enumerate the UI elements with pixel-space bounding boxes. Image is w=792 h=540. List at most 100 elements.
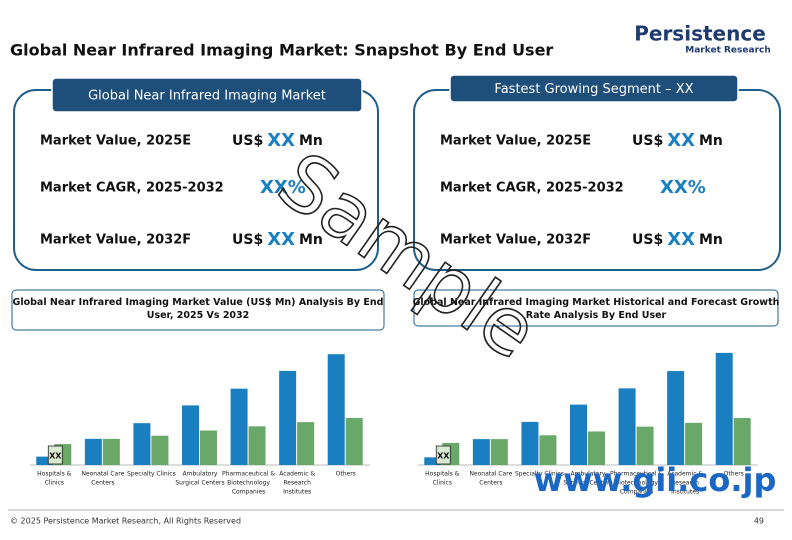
x-tick-label: Others <box>724 471 744 478</box>
page-number: 49 <box>754 517 764 526</box>
x-tick-label: Research <box>283 480 311 487</box>
panel-tab <box>51 77 363 113</box>
row-value: XX% <box>260 177 306 198</box>
value-prefix: US$ <box>632 133 663 149</box>
bar <box>490 439 508 465</box>
x-tick-label: Biotechnology <box>227 480 270 487</box>
row-label: Market Value, 2025E <box>40 134 191 149</box>
value-main: XX% <box>260 177 306 198</box>
bar <box>521 421 539 465</box>
bar <box>588 431 605 465</box>
x-tick-label: Neonatal Care <box>469 471 512 478</box>
value-unit: Mn <box>699 133 723 149</box>
value-main: XX <box>667 130 695 151</box>
panel-title: Fastest Growing Segment – XX <box>494 82 693 97</box>
bar <box>345 417 363 465</box>
bar <box>570 404 587 465</box>
bar <box>84 438 102 465</box>
row-value: US$ XX Mn <box>232 130 323 151</box>
x-tick-label: Surgical Centers <box>563 480 612 487</box>
chart-title: Global Near Infrared Imaging Market Valu… <box>13 297 384 321</box>
copyright: © 2025 Persistence Market Research, All … <box>10 517 241 526</box>
x-tick-label: Companies <box>620 489 653 496</box>
badge-box <box>47 445 63 465</box>
chart-title: Global Near Infrared Imaging Market Hist… <box>413 297 780 321</box>
bar <box>248 426 266 465</box>
bar <box>297 422 315 465</box>
x-tick-label: Pharmaceutical & <box>610 471 663 478</box>
bar <box>182 405 199 465</box>
row-value: US$ XX Mn <box>632 130 723 151</box>
logo-name: Persistence <box>634 22 766 46</box>
x-tick-label: Surgical Centers <box>175 480 224 487</box>
x-tick-label: Clinics <box>45 480 64 487</box>
value-prefix: US$ <box>232 232 263 248</box>
badge-box <box>435 445 451 465</box>
row-label: Market Value, 2025E <box>440 134 591 149</box>
row-value: US$ XX Mn <box>632 229 723 250</box>
x-tick-label: Specialty Clinics <box>515 471 564 478</box>
x-tick-label: Others <box>336 471 356 478</box>
value-unit: Mn <box>699 232 723 248</box>
x-tick-label: Centers <box>479 480 502 487</box>
bar <box>279 370 297 465</box>
bar <box>733 418 751 465</box>
value-unit: Mn <box>299 232 323 248</box>
row-label: Market Value, 2032F <box>40 233 191 248</box>
bar <box>36 456 54 465</box>
x-tick-label: Ambulatory <box>571 471 606 478</box>
content: Global Near Infrared Imaging Market Marke… <box>11 74 781 496</box>
bar <box>327 354 345 465</box>
x-tick-label: Centers <box>91 480 114 487</box>
watermark-url: www.gii.co.jp <box>534 461 777 499</box>
bar <box>472 439 490 465</box>
x-tick-label: Academic & <box>667 471 703 478</box>
badge: XX <box>437 452 450 461</box>
x-tick-label: Hospitals & <box>37 471 72 478</box>
x-tick-label: Institutes <box>283 489 311 496</box>
row-label: Market Value, 2032F <box>440 233 591 248</box>
bar <box>667 371 685 465</box>
x-tick-label: Companies <box>232 489 265 496</box>
bar <box>618 388 636 465</box>
bar <box>102 438 120 465</box>
value-prefix: US$ <box>232 133 263 149</box>
bar <box>200 430 217 465</box>
logo-sub: Market Research <box>685 46 771 56</box>
chart-title-box <box>11 289 385 331</box>
x-tick-label: Research <box>671 480 699 487</box>
row-value: US$ XX Mn <box>232 229 323 250</box>
bar <box>539 435 557 465</box>
bar <box>636 426 654 465</box>
row-label: Market CAGR, 2025-2032 <box>40 181 224 196</box>
value-main: XX% <box>660 177 706 198</box>
x-tick-label: Hospitals & <box>425 471 460 478</box>
value-main: XX <box>267 229 295 250</box>
row-label: Market CAGR, 2025-2032 <box>440 181 624 196</box>
x-tick-label: Institutes <box>671 489 699 496</box>
panel-tab <box>449 74 739 103</box>
x-tick-label: Pharmaceutical & <box>222 471 275 478</box>
badge: XX <box>49 452 62 461</box>
row-value: XX% <box>660 177 706 198</box>
bar <box>424 457 442 465</box>
bar <box>133 423 151 465</box>
value-main: XX <box>267 130 295 151</box>
x-tick-label: Neonatal Care <box>81 471 124 478</box>
x-tick-label: Clinics <box>433 480 452 487</box>
chart-title-box <box>413 289 779 327</box>
x-tick-label: Academic & <box>279 471 315 478</box>
bar <box>715 352 733 465</box>
value-main: XX <box>667 229 695 250</box>
x-tick-label: Biotechnology <box>615 480 658 487</box>
x-tick-label: Specialty Clinics <box>127 471 176 478</box>
bar <box>151 435 169 465</box>
panel-title: Global Near Infrared Imaging Market <box>88 89 326 104</box>
value-unit: Mn <box>299 133 323 149</box>
x-tick-label: Ambulatory <box>183 471 218 478</box>
bar <box>685 422 703 465</box>
value-prefix: US$ <box>632 232 663 248</box>
slide-title: Global Near Infrared Imaging Market: Sna… <box>10 41 553 60</box>
bar <box>230 388 248 465</box>
